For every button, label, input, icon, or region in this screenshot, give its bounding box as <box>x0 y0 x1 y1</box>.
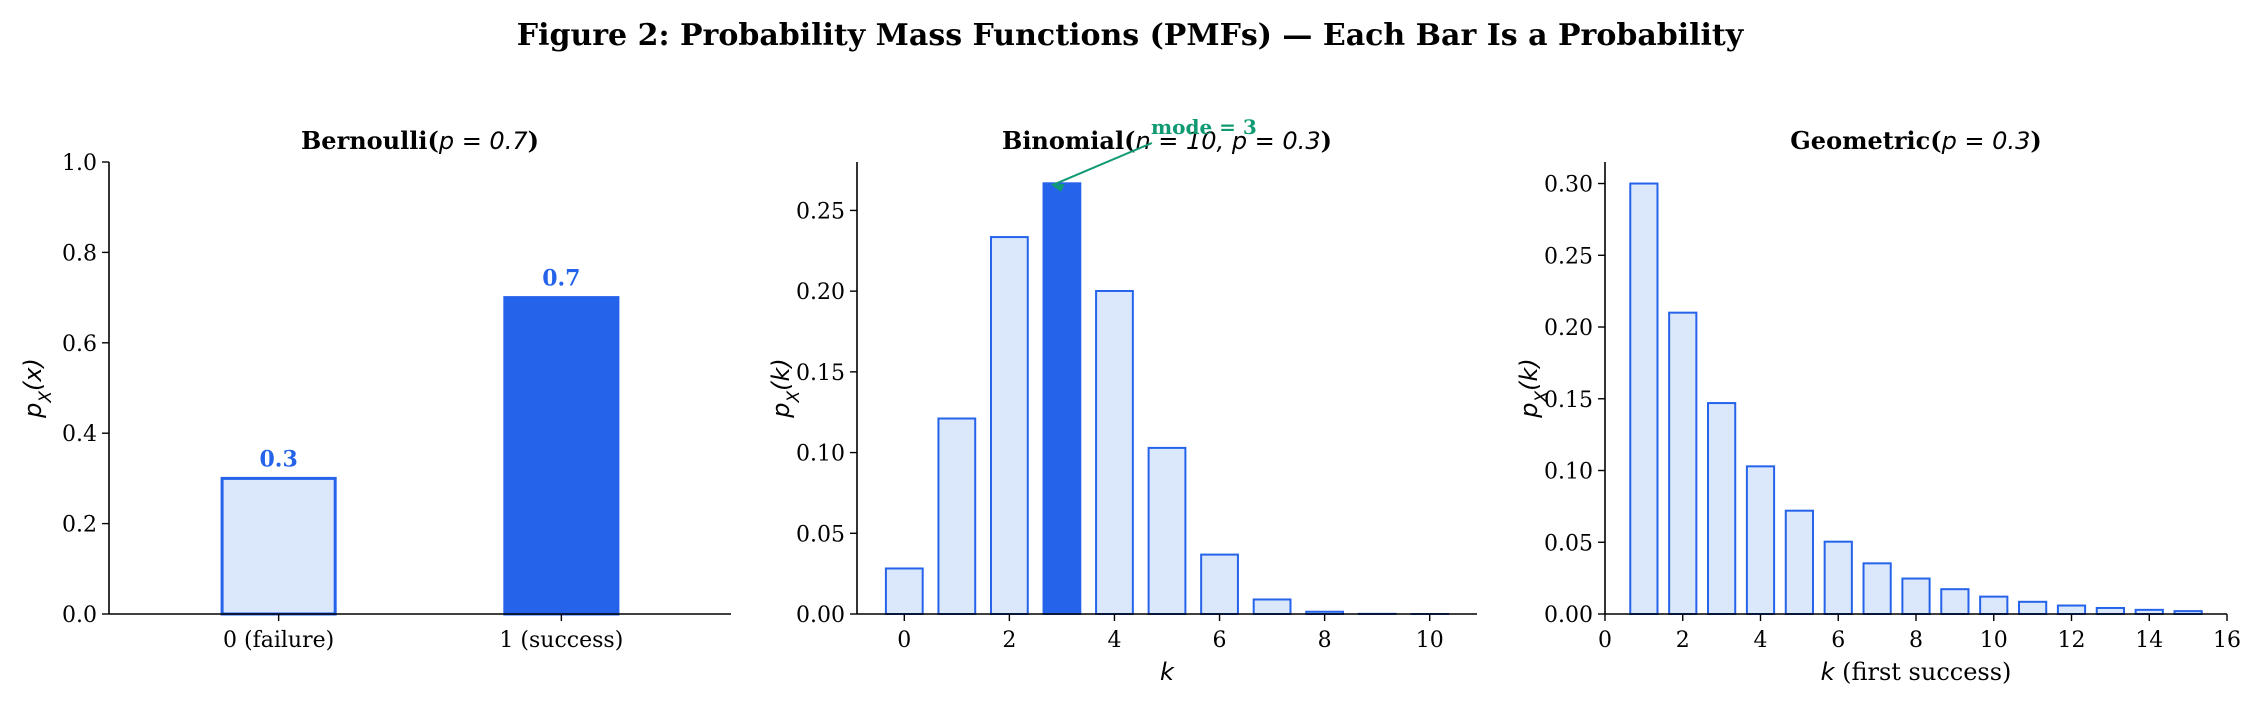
x-tick-label: 8 <box>1318 628 1332 653</box>
y-tick-label: 0.25 <box>796 199 845 224</box>
panel-title: Binomial(n = 10, p = 0.3) <box>1002 126 1332 155</box>
bar-value-label: 0.7 <box>542 266 580 292</box>
y-tick-label: 0.0 <box>62 603 97 628</box>
y-tick-label: 0.15 <box>796 361 845 386</box>
bar <box>2095 606 2125 615</box>
bar <box>1042 182 1082 616</box>
y-tick-label: 0.05 <box>1544 531 1593 556</box>
x-tick-label: 1 (success) <box>499 628 623 653</box>
bar <box>989 236 1029 615</box>
y-tick-label: 0.6 <box>62 332 97 357</box>
x-tick-label: 4 <box>1754 628 1768 653</box>
bar <box>1252 598 1292 616</box>
x-tick-label: 8 <box>1909 628 1923 653</box>
x-axis-label: k <box>1160 658 1175 686</box>
y-tick-label: 0.05 <box>796 522 845 547</box>
bar-value-label: 0.3 <box>259 446 297 472</box>
bar <box>1823 540 1853 615</box>
bar <box>884 567 924 616</box>
y-axis-label: pX(k) <box>1515 358 1552 419</box>
y-tick-label: 0.00 <box>1544 603 1593 628</box>
bar <box>503 296 620 616</box>
x-tick-label: 0 (failure) <box>223 628 334 653</box>
y-tick-label: 0.20 <box>1544 316 1593 341</box>
panel-3: 0.00 0.05 0.10 0.15 0.20 0.25 0.30 0 2 4 6 8 10 12 14 1… <box>1515 126 2241 686</box>
x-tick-label: 10 <box>1980 628 2008 653</box>
bar <box>1901 577 1931 615</box>
bar <box>937 417 977 616</box>
bar <box>1979 595 2009 615</box>
y-tick-label: 0.8 <box>62 241 97 266</box>
bar <box>1095 289 1134 615</box>
y-axis-label: pX(x) <box>19 358 56 419</box>
bar <box>1147 446 1187 616</box>
bar <box>1940 588 1970 616</box>
y-tick-label: 0.20 <box>796 280 845 305</box>
figure-title: Figure 2: Probability Mass Functions (PM… <box>517 18 1745 53</box>
y-tick-label: 0.4 <box>62 422 97 447</box>
annotation-arrowhead <box>1051 183 1065 192</box>
bar <box>1707 402 1737 616</box>
x-tick-label: 14 <box>2135 628 2163 653</box>
x-tick-label: 4 <box>1107 628 1121 653</box>
panel-title: Geometric(p = 0.3) <box>1790 126 2041 155</box>
x-tick-label: 6 <box>1831 628 1845 653</box>
x-tick-label: 2 <box>1676 628 1690 653</box>
annotation-arrow <box>1051 142 1153 187</box>
panel-1: 0.3 0.7 0.0 0.2 0.4 0.6 0.8 1.0 0 (failure) 1 (su… <box>19 126 731 653</box>
panel-2: 0.00 0.05 0.10 0.15 0.20 0.25 0 2 4 6 8 10 Binomial(… <box>767 115 1477 686</box>
x-tick-label: 12 <box>2058 628 2086 653</box>
y-tick-label: 0.2 <box>62 513 97 538</box>
y-tick-label: 0.25 <box>1544 244 1593 269</box>
bar <box>2018 600 2048 615</box>
x-tick-label: 0 <box>897 628 911 653</box>
y-axis-label: pX(k) <box>767 358 804 419</box>
x-tick-label: 2 <box>1002 628 1016 653</box>
x-tick-label: 0 <box>1598 628 1612 653</box>
bar <box>220 476 337 616</box>
y-tick-label: 0.30 <box>1544 173 1593 198</box>
x-tick-label: 6 <box>1213 628 1227 653</box>
bar <box>1629 182 1659 615</box>
x-tick-label: 10 <box>1416 628 1444 653</box>
bar <box>1784 509 1814 615</box>
y-tick-label: 0.10 <box>796 442 845 467</box>
bar <box>2056 604 2087 616</box>
bar <box>1668 311 1698 615</box>
annotation-label: mode = 3 <box>1151 115 1257 139</box>
y-tick-label: 0.10 <box>1544 460 1593 485</box>
panel-title: Bernoulli(p = 0.7) <box>301 126 539 155</box>
y-tick-label: 0.15 <box>1544 388 1593 413</box>
bar <box>1200 553 1239 616</box>
y-tick-label: 0.00 <box>796 603 845 628</box>
x-axis-label: k (first success) <box>1821 658 2012 686</box>
x-tick-label: 16 <box>2213 628 2241 653</box>
bar <box>1862 562 1892 615</box>
y-tick-label: 1.0 <box>62 151 97 176</box>
bar <box>1745 465 1776 616</box>
